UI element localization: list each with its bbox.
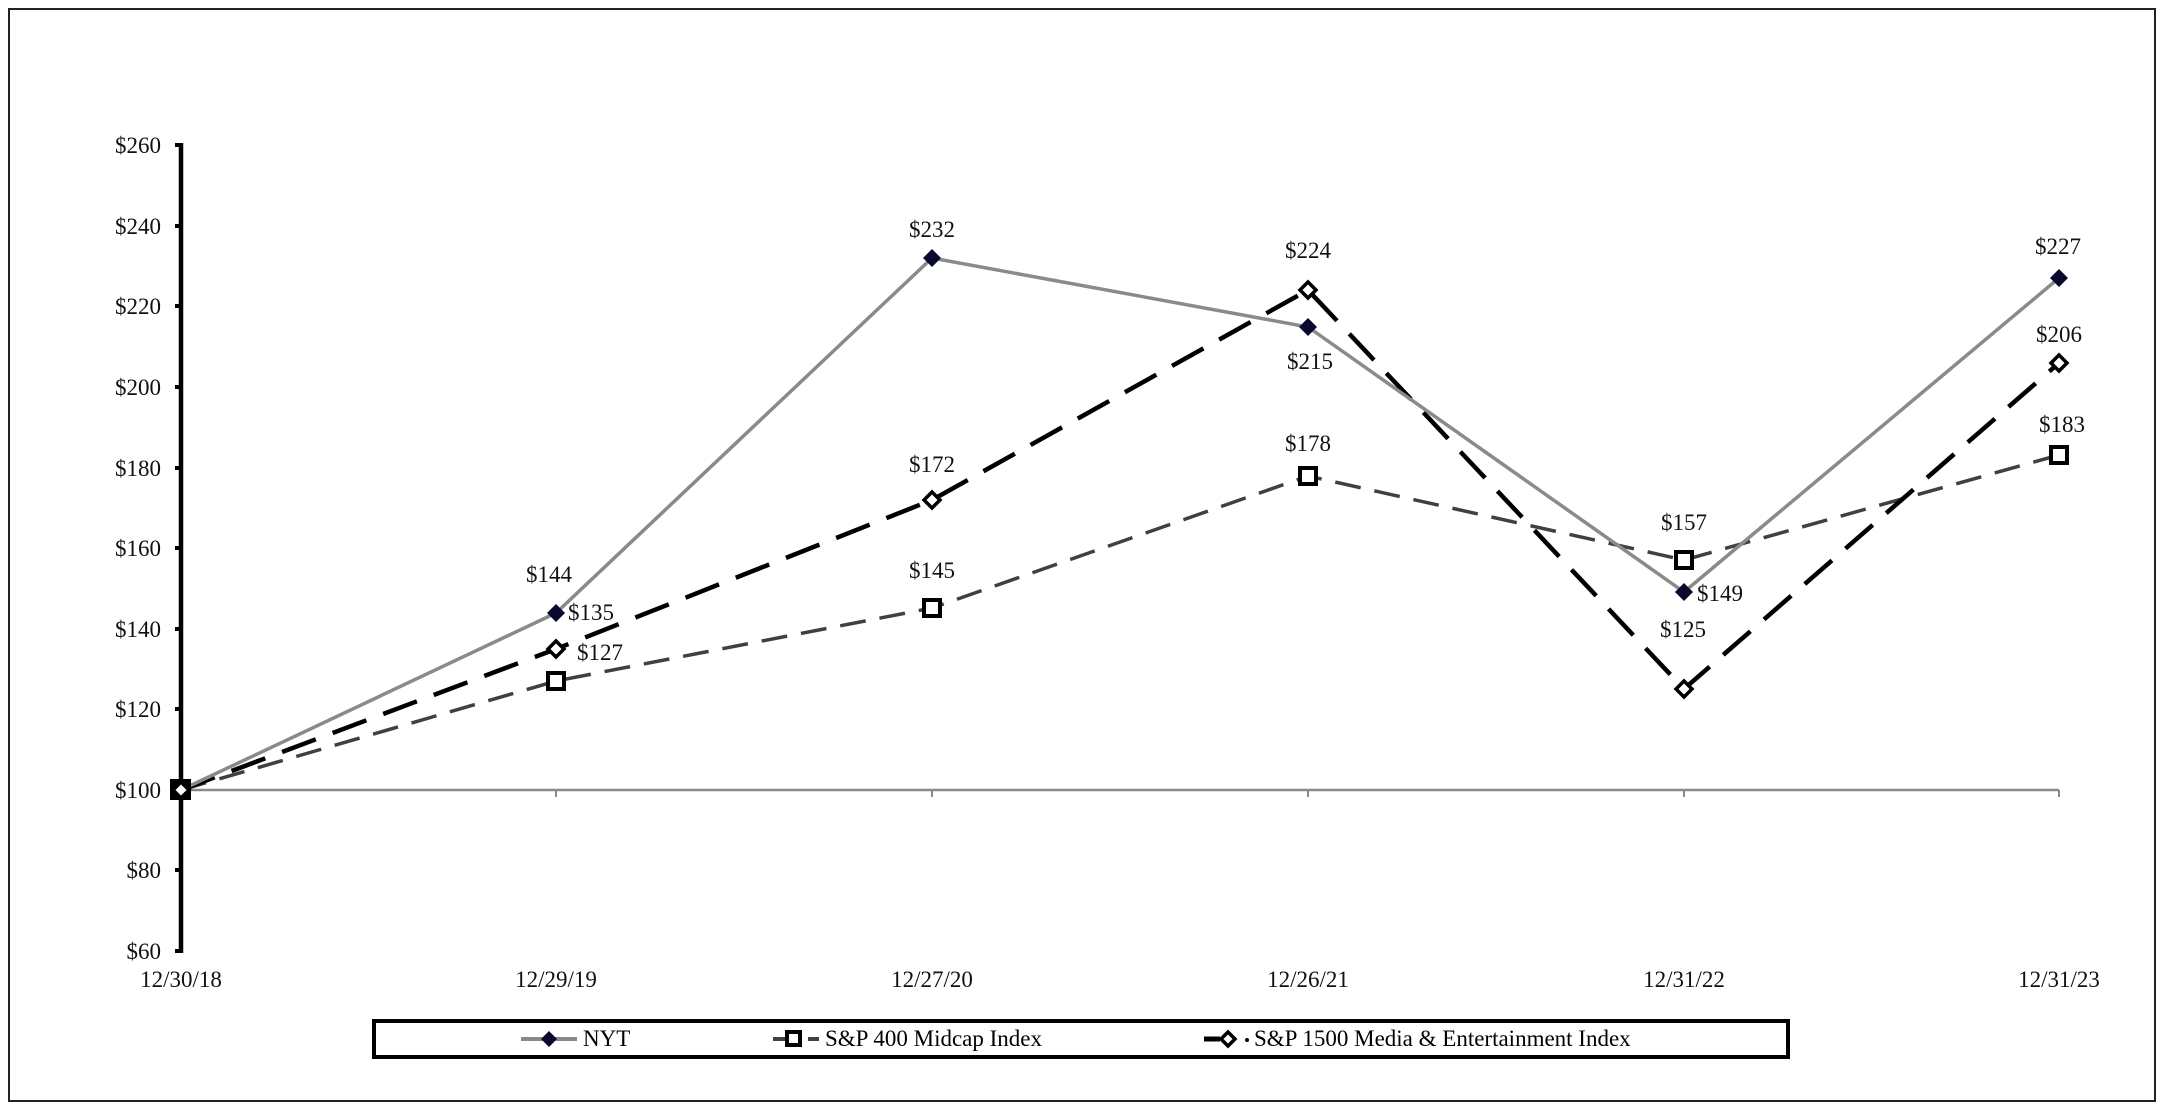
y-tick-label: $120 xyxy=(115,697,161,722)
data-label-nyt: $215 xyxy=(1287,349,1333,374)
square-marker-icon xyxy=(2049,445,2069,465)
data-label-midcap: $127 xyxy=(577,640,623,665)
series-nyt xyxy=(180,256,2061,792)
data-labels: $144 $232 $215 $149 $227 $127 $145 $178 … xyxy=(526,217,2085,665)
y-tick-label: $80 xyxy=(127,858,162,883)
diamond-filled-marker-icon xyxy=(547,604,565,622)
diamond-marker-icon xyxy=(170,779,192,801)
midcap-markers xyxy=(170,445,2069,800)
y-tick-label: $160 xyxy=(115,536,161,561)
legend-media-line-icon xyxy=(1204,1029,1249,1049)
diamond-filled-marker-icon xyxy=(2050,269,2068,287)
x-tick-label: 12/30/18 xyxy=(140,967,222,992)
x-tick-label: 12/29/19 xyxy=(515,967,597,992)
media-markers xyxy=(170,279,2070,801)
series-media xyxy=(180,287,2061,793)
legend-label: S&P 400 Midcap Index xyxy=(825,1026,1042,1051)
square-marker-icon xyxy=(1298,466,1318,486)
y-tick-label: $100 xyxy=(115,778,161,803)
legend-midcap-line-icon xyxy=(773,1030,819,1047)
legend-item-media: S&P 1500 Media & Entertainment Index xyxy=(1202,1023,1631,1055)
legend-item-midcap: S&P 400 Midcap Index xyxy=(771,1023,1042,1055)
diamond-marker-icon xyxy=(921,489,943,511)
diamond-filled-marker-icon xyxy=(923,249,941,267)
y-tick-label: $60 xyxy=(127,939,162,964)
diamond-marker-icon xyxy=(545,638,567,660)
legend-nyt-line-icon xyxy=(521,1031,577,1047)
nyt-markers xyxy=(547,249,2068,622)
data-label-media: $206 xyxy=(2036,322,2082,347)
data-label-midcap: $145 xyxy=(909,558,955,583)
diamond-filled-marker-icon xyxy=(1675,583,1693,601)
y-tick-label: $260 xyxy=(115,133,161,158)
data-label-media: $135 xyxy=(568,600,614,625)
x-tick-label: 12/26/21 xyxy=(1267,967,1349,992)
data-label-midcap: $183 xyxy=(2039,412,2085,437)
data-label-nyt: $227 xyxy=(2035,234,2081,259)
y-axis xyxy=(175,143,184,953)
data-label-media: $125 xyxy=(1660,617,1706,642)
diamond-marker-icon xyxy=(1673,678,1695,700)
data-label-nyt: $144 xyxy=(526,562,573,587)
legend-label: S&P 1500 Media & Entertainment Index xyxy=(1254,1026,1631,1051)
x-tick-label: 12/31/22 xyxy=(1643,967,1725,992)
data-label-media: $224 xyxy=(1285,238,1332,263)
data-label-midcap: $157 xyxy=(1661,510,1707,535)
square-marker-icon xyxy=(922,598,942,618)
x-axis xyxy=(181,788,2060,797)
x-tick-labels: 12/30/18 12/29/19 12/27/20 12/26/21 12/3… xyxy=(140,967,2100,992)
x-tick-label: 12/31/23 xyxy=(2018,967,2100,992)
legend-item-nyt: NYT xyxy=(519,1023,630,1055)
data-label-nyt: $149 xyxy=(1697,581,1743,606)
y-tick-label: $220 xyxy=(115,294,161,319)
diamond-marker-icon xyxy=(1297,279,1319,301)
data-label-midcap: $178 xyxy=(1285,431,1331,456)
y-tick-label: $200 xyxy=(115,375,161,400)
diamond-marker-icon xyxy=(2048,352,2070,374)
y-tick-label: $140 xyxy=(115,617,161,642)
square-marker-icon xyxy=(546,671,566,691)
diamond-filled-marker-icon xyxy=(1299,318,1317,336)
data-label-nyt: $232 xyxy=(909,217,955,242)
y-tick-label: $240 xyxy=(115,214,161,239)
series-midcap xyxy=(180,453,2060,792)
y-tick-labels: $260 $240 $220 $200 $180 $160 $140 $120 … xyxy=(115,133,161,964)
y-tick-label: $180 xyxy=(115,456,161,481)
x-tick-label: 12/27/20 xyxy=(891,967,973,992)
data-label-media: $172 xyxy=(909,452,955,477)
square-marker-icon xyxy=(1674,550,1694,570)
chart-frame xyxy=(8,8,2156,1102)
legend-label: NYT xyxy=(583,1026,631,1051)
chart-legend: NYT S&P 400 Midcap Index S&P 1500 Media … xyxy=(372,1019,1790,1059)
